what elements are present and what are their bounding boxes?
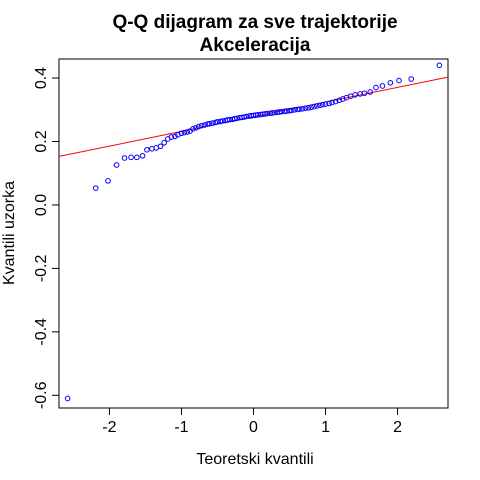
data-points-layer	[64, 62, 443, 402]
data-point	[302, 105, 309, 111]
data-point	[283, 108, 290, 114]
data-point	[190, 126, 196, 132]
data-point	[264, 110, 270, 117]
data-point	[121, 155, 128, 161]
data-point	[291, 106, 298, 113]
data-point	[255, 112, 261, 118]
data-point	[408, 76, 415, 82]
data-point	[178, 130, 185, 137]
x-tick-label: -2	[102, 419, 116, 436]
data-point	[113, 162, 120, 168]
data-point	[296, 106, 303, 112]
data-point	[128, 154, 134, 161]
data-point	[252, 112, 259, 118]
x-axis: -2 -1 0 1 2	[102, 408, 402, 436]
data-point	[278, 108, 285, 115]
data-point	[224, 117, 231, 123]
x-tick-label: 1	[321, 419, 330, 436]
data-point	[209, 120, 216, 126]
y-tick-label: 0.4	[33, 67, 50, 89]
chart-title: Q-Q dijagram za sve trajektorije	[112, 12, 397, 33]
data-point	[305, 105, 312, 111]
data-point	[329, 99, 335, 106]
x-axis-label: Teoretski kvantili	[196, 451, 313, 468]
data-point	[231, 115, 238, 122]
data-point	[219, 118, 226, 124]
data-point	[184, 129, 191, 135]
data-point	[168, 134, 175, 140]
y-tick-label: -0.4	[33, 318, 50, 346]
data-point	[105, 178, 111, 184]
data-point	[288, 107, 295, 114]
data-point	[181, 129, 188, 136]
data-point	[316, 102, 323, 109]
data-point	[206, 120, 213, 127]
data-point	[214, 119, 221, 125]
data-point	[311, 103, 317, 110]
x-tick-label: 0	[249, 419, 258, 436]
data-point	[201, 122, 208, 128]
data-point	[332, 98, 339, 105]
data-point	[198, 122, 205, 129]
data-point	[379, 83, 386, 89]
data-point	[144, 146, 150, 153]
data-point	[243, 113, 250, 120]
data-point	[172, 133, 178, 140]
data-point	[294, 106, 301, 113]
y-axis-label: Kvantili uzorka	[1, 181, 18, 285]
data-point	[92, 185, 99, 191]
data-point	[204, 121, 211, 127]
y-axis: -0.6 -0.4 -0.2 0.0 0.2 0.4	[33, 67, 59, 409]
y-tick-label: 0.2	[33, 130, 50, 152]
data-point	[157, 143, 164, 150]
data-point	[319, 101, 326, 108]
y-tick-label: -0.6	[33, 381, 50, 409]
data-point	[281, 108, 288, 115]
data-point	[361, 90, 368, 97]
data-point	[161, 139, 167, 146]
data-point	[367, 89, 374, 95]
data-point	[436, 62, 443, 69]
x-tick-label: 2	[393, 419, 402, 436]
data-point	[286, 107, 293, 114]
data-point	[326, 100, 332, 107]
data-point	[269, 110, 276, 116]
data-point	[352, 92, 358, 98]
data-point	[234, 115, 240, 122]
data-point	[139, 152, 146, 159]
data-point	[262, 111, 268, 117]
chart-subtitle: Akceleracija	[200, 35, 311, 56]
data-point	[308, 104, 314, 111]
data-point	[340, 96, 346, 102]
data-point	[271, 109, 278, 116]
data-point	[396, 77, 402, 84]
data-point	[64, 395, 71, 402]
data-point	[314, 103, 320, 109]
y-tick-label: -0.2	[33, 255, 50, 283]
data-point	[193, 125, 199, 131]
data-point	[276, 109, 283, 115]
data-point	[387, 79, 394, 86]
data-point	[134, 154, 140, 161]
data-point	[373, 84, 379, 91]
x-tick-label: -1	[174, 419, 188, 436]
plot-frame	[58, 58, 449, 409]
data-point	[336, 97, 343, 104]
data-point	[299, 106, 306, 112]
data-point	[322, 101, 329, 107]
data-point	[195, 123, 202, 130]
y-tick-label: 0.0	[33, 194, 50, 216]
data-point	[226, 116, 233, 123]
